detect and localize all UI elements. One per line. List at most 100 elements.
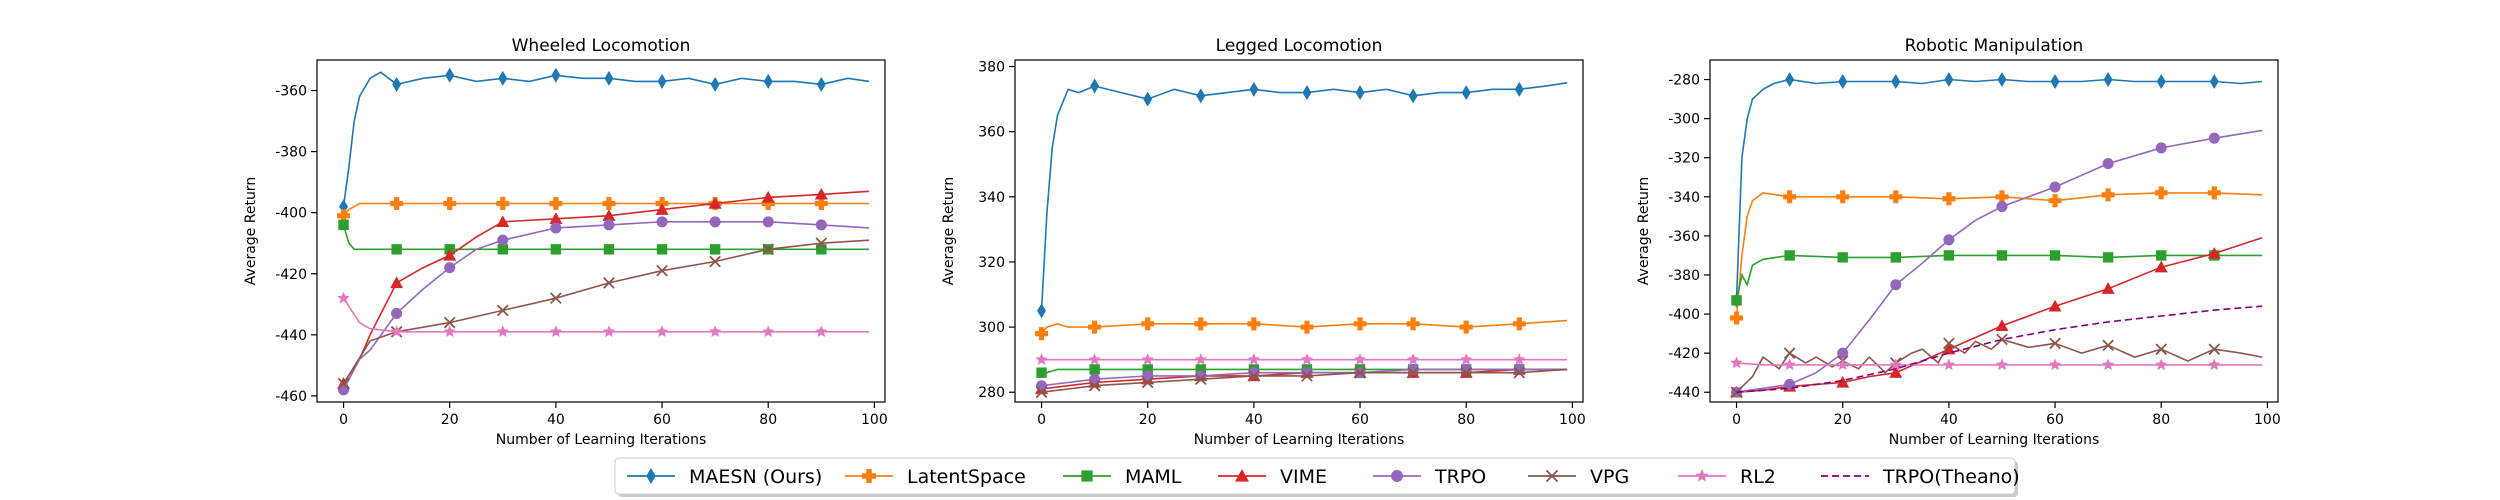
- y-tick-label: -380: [1668, 268, 1700, 284]
- data-point: [1889, 366, 1903, 378]
- data-point: [1089, 364, 1100, 375]
- data-point: [1354, 366, 1366, 379]
- data-point: [1461, 85, 1471, 101]
- series-line: [1736, 129, 2263, 393]
- data-point: [1836, 375, 1850, 388]
- data-point: [2208, 358, 2221, 371]
- data-point: [656, 216, 668, 228]
- data-point: [1460, 353, 1473, 365]
- x-axis-label: Number of Learning Iterations: [496, 432, 707, 448]
- legend: MAESN (Ours) LatentSpace MAML VIME TRPO VPG RL…: [614, 457, 2020, 497]
- data-point: [2154, 260, 2168, 273]
- data-point: [2154, 186, 2168, 200]
- y-tick-label: -460: [275, 389, 307, 405]
- series-rl2: [1035, 353, 1568, 365]
- series-trpo: [1731, 129, 2263, 398]
- data-point: [1783, 358, 1796, 371]
- data-point: [762, 216, 774, 228]
- data-point: [657, 73, 667, 89]
- data-point: [709, 216, 721, 228]
- data-point: [1996, 250, 2008, 261]
- legend-entry: LatentSpace: [845, 466, 1026, 488]
- legend-label: MAESN (Ours): [689, 466, 822, 488]
- y-tick-label: -420: [275, 267, 307, 283]
- data-point: [1407, 366, 1419, 379]
- data-point: [1194, 317, 1208, 331]
- data-point: [1943, 337, 1955, 350]
- data-point: [443, 316, 456, 329]
- axes-frame: [1709, 59, 2279, 403]
- x-tick-label: 20: [1834, 412, 1852, 428]
- legend-marker: [1235, 469, 1249, 482]
- panel-title: Legged Locomotion: [1216, 36, 1383, 56]
- data-point: [709, 244, 721, 255]
- data-point: [1996, 333, 2008, 346]
- legend-marker: [646, 468, 656, 484]
- x-axis-label: Number of Learning Iterations: [1889, 432, 2100, 448]
- series-maesn-ours-: [1037, 78, 1568, 319]
- legend-label: RL2: [1740, 466, 1776, 488]
- legend-marker: [862, 469, 876, 484]
- legend-marker: [1545, 469, 1559, 483]
- series-trpo-theano-: [1736, 305, 2263, 393]
- data-point: [496, 304, 509, 317]
- panel-title: Wheeled Locomotion: [512, 36, 691, 56]
- series-line: [342, 71, 870, 207]
- data-point: [392, 76, 402, 92]
- data-point: [655, 325, 669, 338]
- data-point: [1301, 370, 1313, 382]
- legend-label: MAML: [1125, 466, 1182, 488]
- data-point: [1141, 317, 1155, 331]
- y-tick-label: -360: [1668, 229, 1700, 245]
- legend-entry: MAESN (Ours): [627, 466, 822, 488]
- series-vpg: [337, 237, 870, 390]
- series-line: [1736, 305, 2263, 393]
- y-tick-label: 280: [978, 385, 1005, 401]
- data-point: [1408, 88, 1418, 104]
- series-latentspace: [1035, 317, 1568, 341]
- series-vime: [1730, 237, 2263, 398]
- data-point: [1142, 364, 1153, 375]
- data-point: [1514, 81, 1524, 97]
- data-point: [2156, 250, 2167, 261]
- y-tick-label: 380: [978, 60, 1005, 76]
- series-line: [1736, 362, 2263, 366]
- data-point: [816, 244, 827, 255]
- data-point: [443, 248, 457, 261]
- data-point: [2102, 252, 2114, 263]
- y-tick-label: -400: [1668, 307, 1700, 323]
- y-tick-label: 340: [978, 190, 1005, 206]
- data-point: [1247, 353, 1261, 365]
- data-point: [762, 325, 775, 338]
- x-tick-label: 80: [1457, 412, 1475, 428]
- x-tick-label: 0: [339, 412, 348, 428]
- data-point: [390, 197, 404, 211]
- legend-label: LatentSpace: [907, 466, 1026, 488]
- x-tick-label: 60: [1351, 412, 1369, 428]
- data-point: [1891, 74, 1901, 89]
- x-tick-label: 40: [1940, 412, 1958, 428]
- data-point: [656, 264, 668, 277]
- y-tick-label: -380: [275, 145, 307, 161]
- data-point: [1141, 376, 1154, 389]
- data-point: [763, 73, 773, 89]
- data-point: [549, 325, 563, 338]
- data-point: [604, 70, 614, 86]
- data-point: [1302, 85, 1312, 101]
- data-point: [656, 244, 668, 255]
- data-point: [1997, 72, 2007, 88]
- legend-entry: VPG: [1528, 466, 1629, 488]
- data-point: [338, 384, 350, 396]
- series-latentspace: [1730, 186, 2263, 325]
- data-point: [1996, 201, 2008, 213]
- legend-marker: [1081, 470, 1093, 482]
- data-point: [1300, 320, 1314, 334]
- data-point: [2048, 299, 2062, 312]
- data-point: [816, 76, 826, 92]
- x-tick-label: 20: [441, 412, 459, 428]
- data-point: [1838, 74, 1848, 89]
- x-tick-label: 80: [759, 412, 777, 428]
- data-point: [391, 244, 402, 255]
- data-point: [549, 212, 563, 224]
- data-point: [1890, 252, 1901, 263]
